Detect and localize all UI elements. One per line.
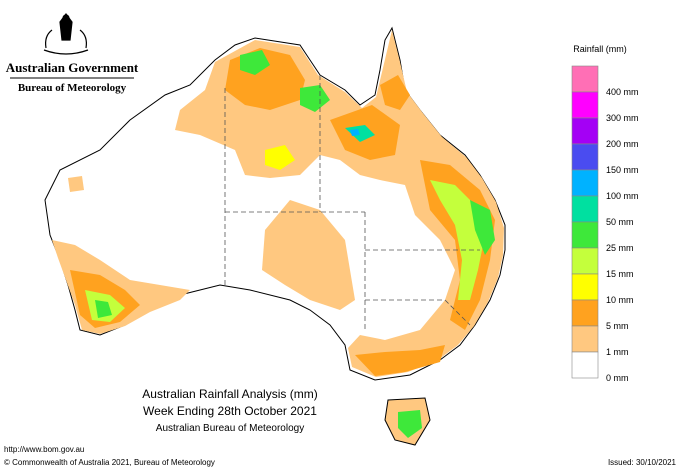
legend-swatch (571, 117, 599, 145)
legend-swatch (571, 325, 599, 353)
legend-label: 1 mm (606, 347, 629, 357)
caption-period: Week Ending 28th October 2021 (143, 404, 317, 418)
legend-swatch (571, 351, 599, 379)
rain-areas (52, 30, 504, 377)
tasmania-rain (398, 410, 422, 438)
legend-swatch (571, 273, 599, 301)
legend-swatch (571, 143, 599, 171)
legend-swatch (571, 221, 599, 249)
legend-swatch (571, 65, 599, 93)
legend-label: 25 mm (606, 243, 634, 253)
government-name: Australian Government (6, 60, 139, 75)
legend-title: Rainfall (mm) (573, 44, 627, 54)
caption-title: Australian Rainfall Analysis (mm) (142, 387, 317, 401)
legend-label: 400 mm (606, 87, 639, 97)
legend-label: 200 mm (606, 139, 639, 149)
crest (43, 13, 89, 55)
legend-label: 5 mm (606, 321, 629, 331)
legend-swatch (571, 91, 599, 119)
legend-label: 300 mm (606, 113, 639, 123)
legend-swatch (571, 195, 599, 223)
australia (44, 26, 506, 446)
caption-source: Australian Bureau of Meteorology (156, 423, 304, 434)
legend: 400 mm 300 mm 200 mm 150 mm 100 mm 50 mm 25 mm… (571, 65, 639, 383)
legend-label: 10 mm (606, 295, 634, 305)
legend-label: 0 mm (606, 373, 629, 383)
legend-label: 50 mm (606, 217, 634, 227)
legend-label: 150 mm (606, 165, 639, 175)
footer-copyright: © Commonwealth of Australia 2021, Bureau… (4, 458, 215, 467)
footer-url: http://www.bom.gov.au (4, 445, 84, 454)
agency-name: Bureau of Meteorology (18, 82, 127, 94)
legend-swatch (571, 169, 599, 197)
legend-label: 15 mm (606, 269, 634, 279)
footer-issued: Issued: 30/10/2021 (608, 458, 677, 467)
legend-swatch (571, 299, 599, 327)
legend-label: 100 mm (606, 191, 639, 201)
legend-swatch (571, 247, 599, 275)
state-borders (224, 75, 480, 330)
